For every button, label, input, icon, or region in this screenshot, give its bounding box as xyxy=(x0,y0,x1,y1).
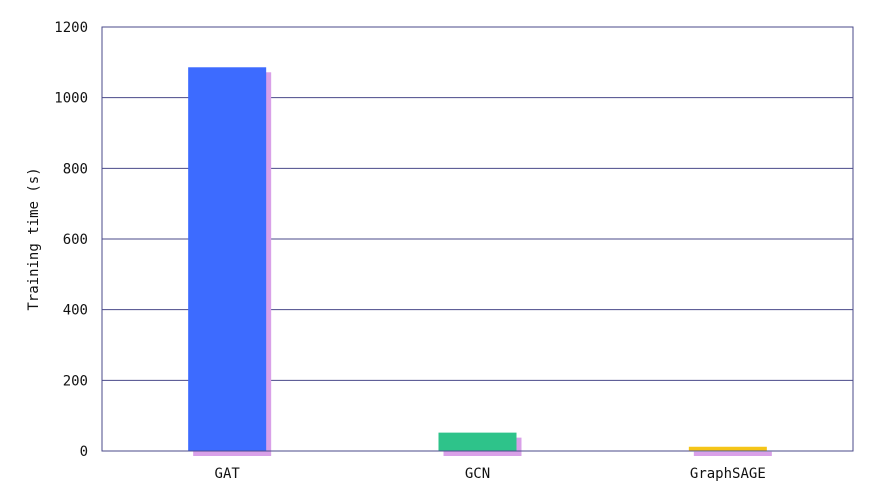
bar-gcn xyxy=(438,432,517,451)
plot-frame xyxy=(101,26,854,452)
axes xyxy=(101,26,854,452)
y-tick-label: 400 xyxy=(63,303,88,319)
bar-graphsage xyxy=(688,446,767,451)
bar-shadow-graphsage xyxy=(693,451,772,456)
x-tick-label: GCN xyxy=(465,466,490,482)
bar-gat xyxy=(188,67,267,451)
y-tick-label: 200 xyxy=(63,373,88,389)
y-tick-label: 600 xyxy=(63,232,88,248)
x-tick-label: GraphSAGE xyxy=(690,466,766,482)
y-tick-label: 1200 xyxy=(54,20,88,36)
y-tick-label: 800 xyxy=(63,161,88,177)
x-tick-label: GAT xyxy=(215,466,241,482)
y-axis-label: Training time (s) xyxy=(26,167,42,310)
y-tick-labels: 0 200 400 600 800 1000 1200 xyxy=(54,20,88,460)
y-tick-label: 1000 xyxy=(54,91,88,107)
x-tick-labels: GAT GCN GraphSAGE xyxy=(215,466,766,482)
y-tick-label: 0 xyxy=(80,444,88,460)
bars xyxy=(188,67,772,456)
